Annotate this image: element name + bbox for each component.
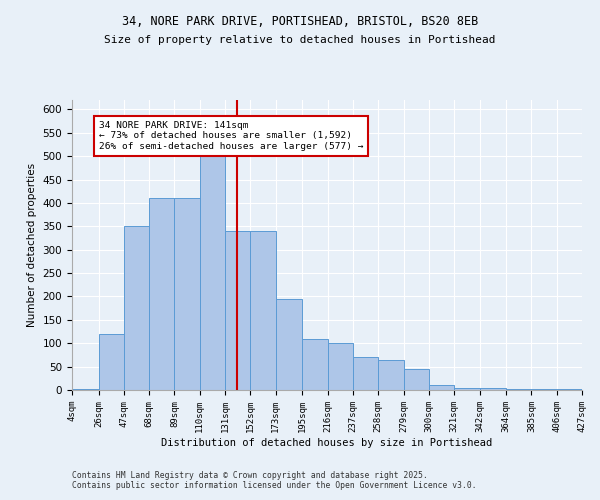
Bar (175, 198, 200, 390)
Bar (302, 338, 328, 390)
Bar (276, 299, 302, 390)
Bar (506, 389, 532, 390)
Bar (124, 226, 149, 390)
Bar (353, 358, 378, 390)
Bar (378, 360, 404, 390)
Bar (200, 128, 225, 390)
Y-axis label: Number of detached properties: Number of detached properties (27, 163, 37, 327)
Bar (532, 389, 557, 390)
Bar (72, 389, 98, 390)
Bar (404, 369, 429, 390)
Bar (454, 388, 479, 390)
X-axis label: Distribution of detached houses by size in Portishead: Distribution of detached houses by size … (161, 438, 493, 448)
Text: 34 NORE PARK DRIVE: 141sqm
← 73% of detached houses are smaller (1,592)
26% of s: 34 NORE PARK DRIVE: 141sqm ← 73% of deta… (98, 121, 363, 151)
Text: 34, NORE PARK DRIVE, PORTISHEAD, BRISTOL, BS20 8EB: 34, NORE PARK DRIVE, PORTISHEAD, BRISTOL… (122, 15, 478, 28)
Bar (429, 386, 454, 390)
Bar (250, 231, 276, 390)
Bar (557, 389, 582, 390)
Bar (479, 388, 506, 390)
Bar (328, 343, 353, 390)
Bar (225, 231, 250, 390)
Text: Contains HM Land Registry data © Crown copyright and database right 2025.
Contai: Contains HM Land Registry data © Crown c… (72, 470, 476, 490)
Bar (149, 198, 175, 390)
Text: Size of property relative to detached houses in Portishead: Size of property relative to detached ho… (104, 35, 496, 45)
Bar (98, 334, 124, 390)
